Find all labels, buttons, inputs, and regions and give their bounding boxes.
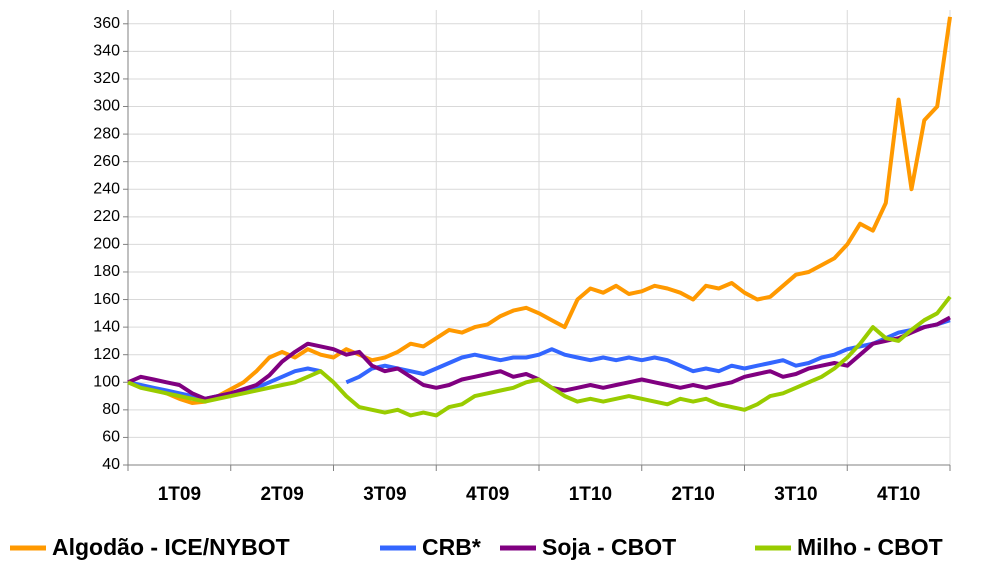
- x-tick-label: 3T09: [363, 484, 406, 505]
- y-tick-label: 200: [93, 236, 120, 253]
- y-tick-label: 60: [102, 429, 120, 446]
- y-tick-label: 300: [93, 98, 120, 115]
- x-tick-label: 4T10: [877, 484, 920, 505]
- x-tick-label: 1T09: [158, 484, 201, 505]
- x-tick-label: 2T09: [260, 484, 303, 505]
- y-tick-label: 180: [93, 263, 120, 280]
- x-tick-label: 2T10: [671, 484, 714, 505]
- y-tick-label: 40: [102, 456, 120, 473]
- y-tick-label: 100: [93, 373, 120, 390]
- x-tick-label: 1T10: [569, 484, 612, 505]
- x-tick-label: 4T09: [466, 484, 509, 505]
- y-tick-label: 120: [93, 346, 120, 363]
- y-tick-label: 280: [93, 125, 120, 142]
- y-tick-label: 260: [93, 153, 120, 170]
- y-tick-label: 140: [93, 318, 120, 335]
- y-tick-label: 240: [93, 180, 120, 197]
- legend-label: Algodão - ICE/NYBOT: [52, 534, 290, 560]
- y-tick-label: 220: [93, 208, 120, 225]
- legend-label: Soja - CBOT: [542, 534, 676, 560]
- y-tick-label: 360: [93, 15, 120, 32]
- y-tick-label: 160: [93, 291, 120, 308]
- legend-label: Milho - CBOT: [797, 534, 943, 560]
- series-line: [127, 16, 952, 405]
- y-tick-label: 340: [93, 43, 120, 60]
- x-tick-label: 3T10: [774, 484, 817, 505]
- series-line: [127, 295, 952, 418]
- y-tick-label: 320: [93, 70, 120, 87]
- legend-label: CRB*: [422, 534, 481, 560]
- y-tick-label: 80: [102, 401, 120, 418]
